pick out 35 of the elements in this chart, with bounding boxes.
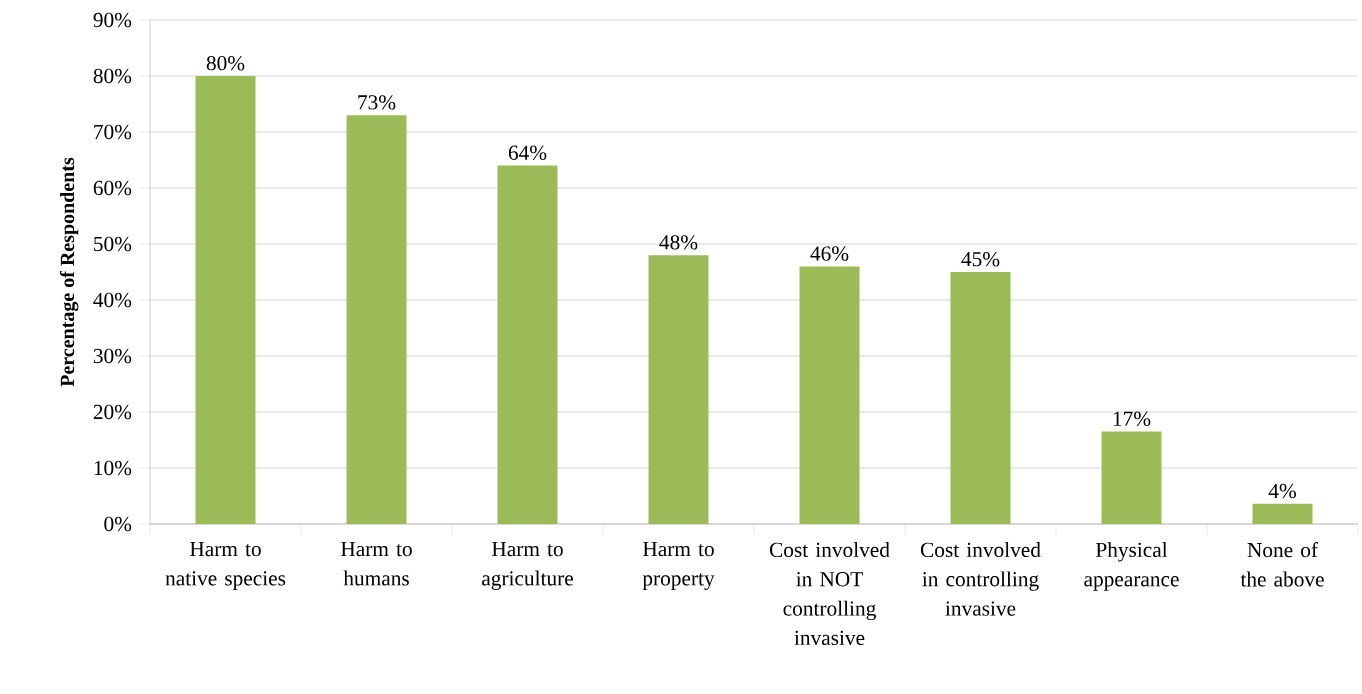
x-tick-label: Harm to native species (165, 542, 286, 590)
data-label: 46% (810, 246, 849, 261)
y-tick-label: 40% (93, 292, 132, 308)
data-label: 73% (358, 95, 396, 110)
y-tick-label: 30% (93, 348, 132, 364)
data-label: 45% (961, 251, 1000, 267)
bar (1252, 503, 1313, 524)
bar (1101, 431, 1162, 524)
y-tick-label: 90% (93, 12, 132, 28)
x-tick-label: Physical appearance (1084, 542, 1179, 591)
y-tick-label: 0% (104, 516, 132, 532)
y-tick-label: 50% (94, 236, 132, 252)
bar (648, 255, 709, 524)
y-tick-label: 10% (94, 460, 132, 476)
bar (799, 266, 860, 524)
data-label: 48% (659, 235, 698, 250)
y-tick-label: 60% (93, 180, 132, 196)
data-label: 80% (206, 55, 245, 71)
bar (195, 76, 256, 524)
x-tick-label: Harm to property (642, 542, 715, 590)
x-tick-label: Cost involved in controlling invasive (920, 542, 1041, 616)
data-label: 64% (508, 145, 547, 160)
bar (950, 272, 1011, 524)
data-label: 4% (1268, 483, 1296, 499)
x-tick-label: Cost involved in NOT controlling invasive (769, 542, 890, 646)
bar (497, 165, 558, 524)
bar (346, 115, 407, 524)
y-axis-title: Percentage of Respondents (59, 157, 79, 387)
y-tick-label: 20% (93, 404, 132, 420)
x-tick-label: Harm to agriculture (482, 542, 573, 590)
data-label: 17% (1113, 411, 1151, 426)
x-tick-label: None of the above (1240, 542, 1324, 587)
y-tick-label: 80% (93, 68, 132, 84)
x-tick-label: Harm to humans (340, 542, 412, 586)
y-tick-label: 70% (94, 124, 132, 140)
